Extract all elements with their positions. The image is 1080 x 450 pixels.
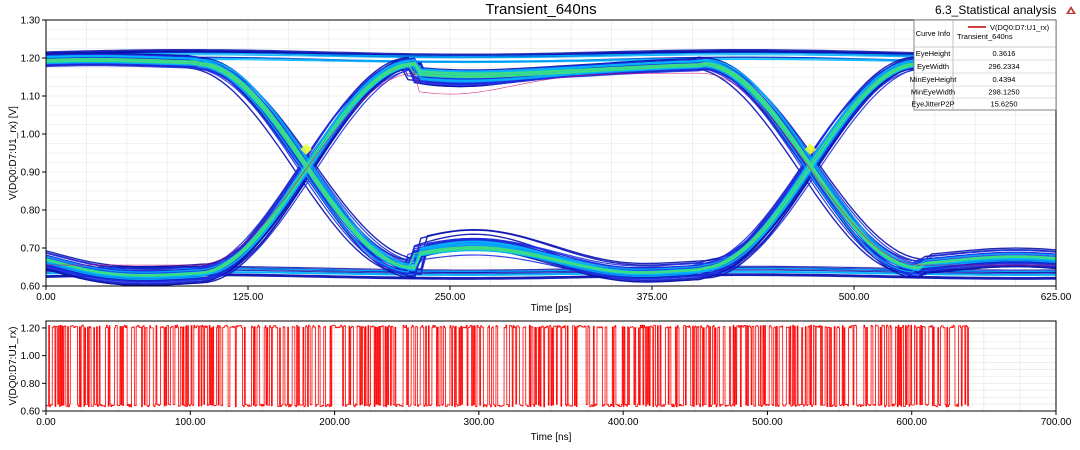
curve-info-row-label: MinEyeHeight [910,75,958,84]
waveform-x-tick-label: 500.00 [752,417,783,428]
waveform-x-tick-label: 0.00 [36,417,56,428]
waveform-x-tick-label: 200.00 [319,417,350,428]
eye-y-axis-label: V(DQ0:D7:U1_rx) [V] [8,106,19,200]
eye-crossing-marker [300,143,312,155]
eye-y-tick-label: 0.80 [21,206,41,217]
waveform-y-axis-label: V(DQ0:D7:U1_rx) [8,327,19,406]
eye-crossing-marker [804,143,817,155]
waveform-trace [46,324,970,408]
eye-trace-rising [46,57,1056,282]
waveform-plot: 0.00 100.00 200.00 300.00 400.00 500.00 600.00… [8,320,1072,443]
waveform-y-tick-label: 1.00 [21,351,41,362]
waveform-y-tick-label: 0.60 [21,407,41,418]
eye-y-tick-label: 1.20 [21,54,41,65]
curve-info-row-label: MinEyeWidth [911,88,955,97]
eye-plot-ticks: 0.00 125.00 250.00 375.00 500.00 625.00 0.60 0.… [21,16,1072,304]
waveform-x-tick-label: 100.00 [175,417,206,428]
eye-y-tick-label: 0.70 [21,244,41,255]
legend-trace-name: V(DQ0:D7:U1_rx) [990,23,1050,32]
curve-info-table[interactable]: Curve Info V(DQ0:D7:U1_rx) Transient_640… [910,19,1057,111]
waveform-x-tick-label: 700.00 [1041,417,1072,428]
waveform-x-axis-label: Time [ns] [531,432,572,443]
waveform-x-tick-label: 400.00 [608,417,639,428]
chart-subtitle: 6.3_Statistical analysis [935,3,1056,17]
eye-x-axis-label: Time [ps] [531,303,572,314]
eye-y-tick-label: 1.00 [21,130,41,141]
curve-info-row-value: 0.4394 [993,75,1016,84]
curve-info-background [913,19,1057,111]
waveform-plot-frame [45,320,1057,412]
eye-low-rail [46,269,1056,275]
eye-x-tick-label: 250.00 [435,292,466,303]
waveform-x-tick-label: 300.00 [464,417,495,428]
eye-y-tick-label: 0.60 [21,282,41,293]
chart-title: Transient_640ns [485,1,596,18]
curve-info-row-label: EyeWidth [917,62,949,71]
eye-trace-rising [46,62,1056,276]
waveform-x-tick-label: 600.00 [896,417,927,428]
eye-x-tick-label: 625.00 [1041,292,1072,303]
curve-info-row-value: 15.6250 [990,100,1017,109]
curve-info-row-label: EyeHeight [916,49,952,58]
eye-plot-frame [45,19,1057,287]
eye-x-tick-label: 0.00 [36,292,56,303]
curve-info-header: Curve Info [916,29,951,38]
eye-inner-boundary [46,72,1055,266]
eye-trace-rising [46,65,1056,278]
eye-x-tick-label: 375.00 [637,292,668,303]
curve-info-row-label: EyeJitterP2P [911,100,954,109]
curve-info-row-value: 0.3616 [993,49,1016,58]
eye-y-tick-label: 0.90 [21,168,41,179]
logo-icon [1066,6,1076,14]
eye-y-tick-label: 1.30 [21,16,41,27]
eye-y-tick-label: 1.10 [21,92,41,103]
waveform-y-tick-label: 1.20 [21,323,41,334]
eye-x-tick-label: 500.00 [839,292,870,303]
waveform-y-tick-label: 0.80 [21,379,41,390]
legend-trace-sub: Transient_640ns [957,32,1013,41]
curve-info-row-value: 296.2334 [988,62,1019,71]
eye-x-tick-label: 125.00 [233,292,264,303]
waveform-plot-ticks: 0.00 100.00 200.00 300.00 400.00 500.00 600.00… [21,323,1072,428]
curve-info-row-value: 298.1250 [988,88,1019,97]
